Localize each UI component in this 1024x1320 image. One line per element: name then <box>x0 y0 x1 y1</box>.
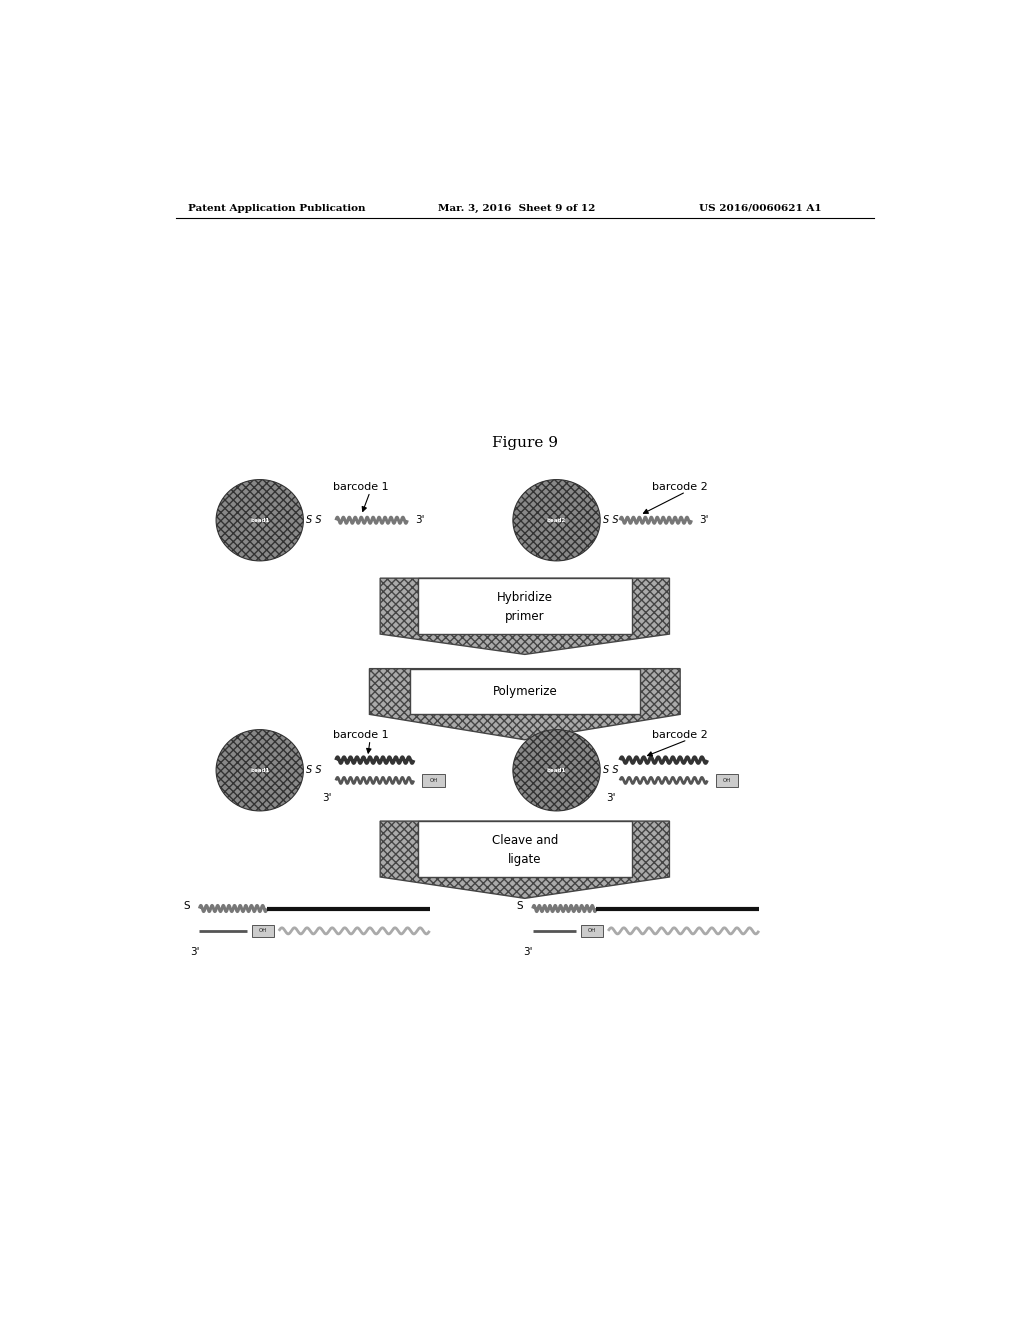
Text: bead1: bead1 <box>250 768 269 772</box>
Text: OH: OH <box>259 928 267 933</box>
Text: OH: OH <box>588 928 596 933</box>
FancyBboxPatch shape <box>423 775 444 787</box>
Text: S S: S S <box>306 766 322 775</box>
Text: bead2: bead2 <box>547 517 566 523</box>
Ellipse shape <box>216 479 303 561</box>
Text: 3': 3' <box>606 792 616 803</box>
Text: S: S <box>183 902 190 912</box>
Text: barcode 2: barcode 2 <box>651 482 708 492</box>
FancyBboxPatch shape <box>410 669 640 714</box>
FancyBboxPatch shape <box>716 775 738 787</box>
Polygon shape <box>380 821 670 899</box>
Text: barcode 2: barcode 2 <box>651 730 708 739</box>
Text: barcode 1: barcode 1 <box>333 730 388 739</box>
Ellipse shape <box>216 730 303 810</box>
Text: Mar. 3, 2016  Sheet 9 of 12: Mar. 3, 2016 Sheet 9 of 12 <box>437 203 595 213</box>
Text: Hybridize: Hybridize <box>497 591 553 605</box>
Text: primer: primer <box>505 610 545 623</box>
Text: S: S <box>517 902 523 912</box>
Text: OH: OH <box>723 777 731 783</box>
Text: 3': 3' <box>416 515 425 525</box>
FancyBboxPatch shape <box>582 925 603 937</box>
Text: bead1: bead1 <box>547 768 566 772</box>
Text: Patent Application Publication: Patent Application Publication <box>187 203 365 213</box>
Text: 3': 3' <box>523 948 532 957</box>
Text: bead1: bead1 <box>250 517 269 523</box>
FancyBboxPatch shape <box>418 578 632 634</box>
Ellipse shape <box>513 479 600 561</box>
Text: OH: OH <box>429 777 437 783</box>
Text: US 2016/0060621 A1: US 2016/0060621 A1 <box>699 203 822 213</box>
FancyBboxPatch shape <box>252 925 274 937</box>
Text: S S: S S <box>306 515 322 525</box>
Text: S S: S S <box>602 766 618 775</box>
Text: Figure 9: Figure 9 <box>492 436 558 450</box>
Ellipse shape <box>513 730 600 810</box>
Text: barcode 1: barcode 1 <box>333 482 388 492</box>
Text: S S: S S <box>602 515 618 525</box>
FancyBboxPatch shape <box>418 821 632 876</box>
Text: 3': 3' <box>323 792 332 803</box>
Text: Cleave and: Cleave and <box>492 834 558 847</box>
Text: 3': 3' <box>189 948 200 957</box>
Polygon shape <box>370 669 680 739</box>
Polygon shape <box>380 578 670 655</box>
Text: Polymerize: Polymerize <box>493 685 557 698</box>
Text: ligate: ligate <box>508 853 542 866</box>
Text: 3': 3' <box>699 515 709 525</box>
